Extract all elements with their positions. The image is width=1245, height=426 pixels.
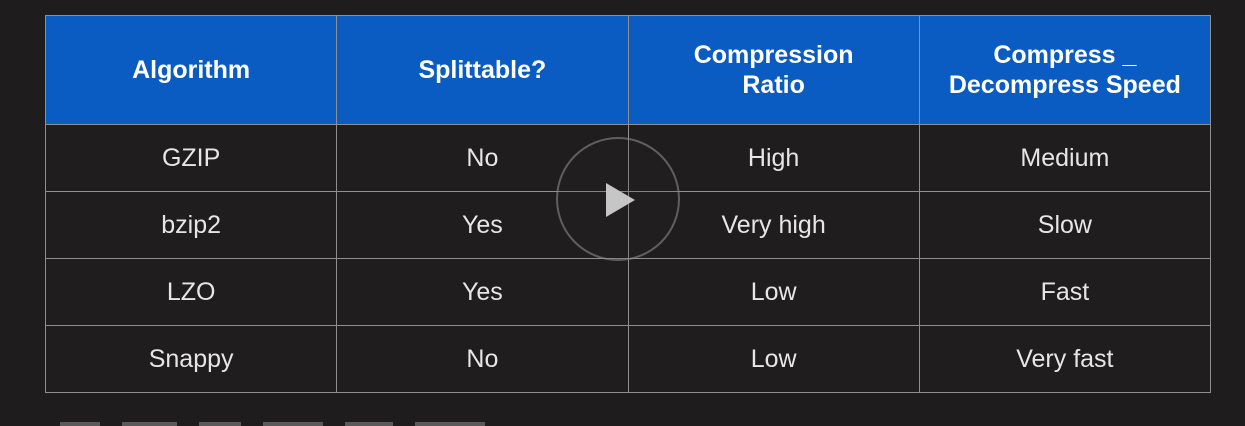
table-cell: No xyxy=(336,325,629,393)
header-label: Compression Ratio xyxy=(693,41,854,99)
table-cell: Low xyxy=(627,325,920,393)
table-row: LZO Yes Low Fast xyxy=(44,258,1212,326)
table-cell: bzip2 xyxy=(44,191,338,259)
table-cell: Fast xyxy=(918,258,1212,326)
compression-comparison-table: Algorithm Splittable? Compression Ratio … xyxy=(44,15,1212,393)
cropped-caption-line xyxy=(60,414,760,426)
play-button[interactable] xyxy=(556,137,680,261)
header-label: Splittable? xyxy=(418,56,547,84)
play-icon xyxy=(606,183,635,217)
table-cell: LZO xyxy=(44,258,338,326)
header-speed: Compress _ Decompress Speed xyxy=(918,15,1212,125)
header-compression-ratio: Compression Ratio xyxy=(627,15,920,125)
table-cell: Snappy xyxy=(44,325,338,393)
table-header-row: Algorithm Splittable? Compression Ratio … xyxy=(44,15,1212,125)
table-cell: Yes xyxy=(336,258,629,326)
header-splittable: Splittable? xyxy=(336,15,629,125)
header-label: Compress _ Decompress Speed xyxy=(948,41,1181,99)
table-cell: Low xyxy=(627,258,920,326)
table-cell: Medium xyxy=(918,124,1212,192)
header-label: Algorithm xyxy=(132,56,251,84)
table-row: bzip2 Yes Very high Slow xyxy=(44,191,1212,259)
table-cell: Very fast xyxy=(918,325,1212,393)
header-algorithm: Algorithm xyxy=(44,15,338,125)
table-row: Snappy No Low Very fast xyxy=(44,325,1212,393)
table-cell: GZIP xyxy=(44,124,338,192)
table-cell: Slow xyxy=(918,191,1212,259)
